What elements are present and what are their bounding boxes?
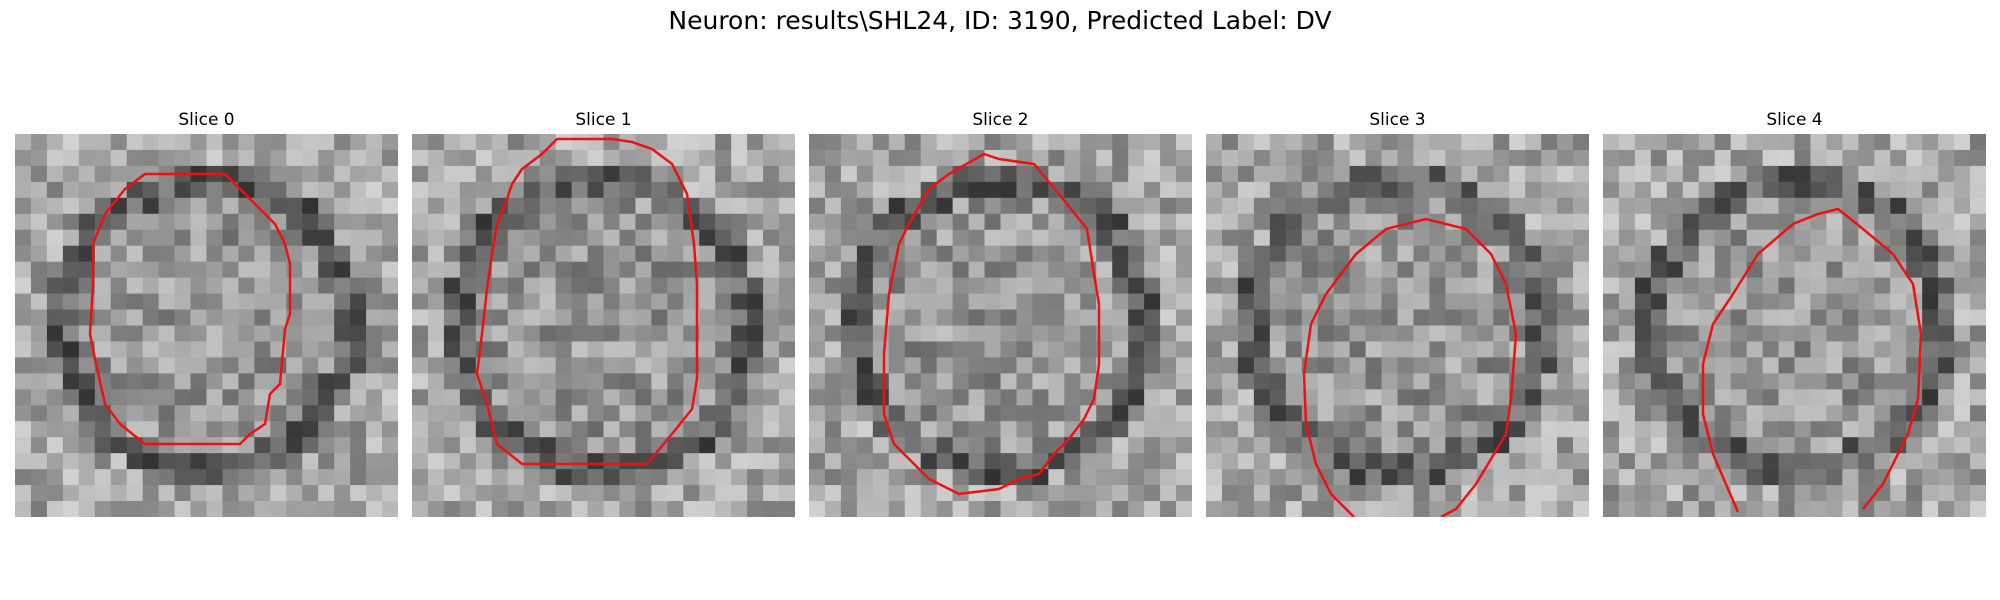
slice-panel-2: Slice 2 [809, 106, 1192, 517]
slice-panel-0: Slice 0 [15, 106, 398, 517]
slice-panel-1: Slice 1 [412, 106, 795, 517]
slice-image [1206, 134, 1589, 517]
contour-line [475, 137, 699, 466]
slice-panel-4: Slice 4 [1603, 106, 1986, 517]
slice-image [412, 134, 795, 517]
slice-title: Slice 3 [1369, 110, 1426, 130]
slice-image [809, 134, 1192, 517]
slice-texture [15, 134, 398, 517]
contour-line [1701, 207, 1923, 513]
slice-title: Slice 2 [972, 110, 1029, 130]
slice-panel-3: Slice 3 [1206, 106, 1589, 517]
slice-texture [1603, 134, 1986, 517]
figure-title: Neuron: results\SHL24, ID: 3190, Predict… [668, 6, 1332, 35]
contour-line [1302, 217, 1518, 517]
slice-title: Slice 0 [178, 110, 235, 130]
slice-texture [809, 134, 1192, 517]
slice-texture [1206, 134, 1589, 517]
slice-title: Slice 1 [575, 110, 632, 130]
slice-image [15, 134, 398, 517]
contour-line [882, 152, 1101, 496]
slice-title: Slice 4 [1766, 110, 1823, 130]
contour-line [88, 172, 292, 446]
slice-texture [412, 134, 795, 517]
slice-image [1603, 134, 1986, 517]
